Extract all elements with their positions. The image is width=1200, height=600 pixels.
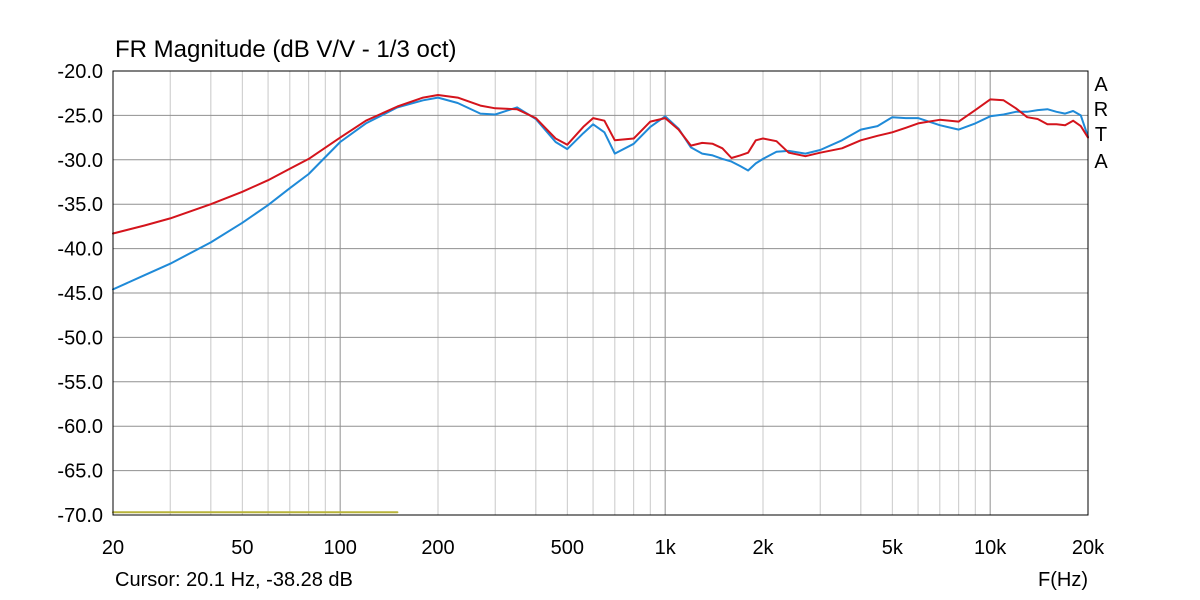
series-line-1 — [112, 94, 1089, 235]
brand-letter-1: A — [1094, 74, 1108, 96]
x-tick-labels: 20 50 100 200 500 1k 2k 5k 10k 20k — [102, 537, 1105, 559]
y-tick-label: -60.0 — [57, 416, 103, 438]
x-tick-label: 20k — [1072, 537, 1105, 559]
grid-lines — [113, 71, 1088, 515]
y-tick-label: -35.0 — [57, 194, 103, 216]
x-tick-label: 5k — [882, 537, 904, 559]
y-tick-label: -25.0 — [57, 105, 103, 127]
x-tick-label: 20 — [102, 537, 124, 559]
y-tick-label: -45.0 — [57, 283, 103, 305]
y-tick-label: -50.0 — [57, 327, 103, 349]
arta-brand-label: A R T A — [1094, 74, 1109, 173]
y-tick-label: -20.0 — [57, 61, 103, 83]
y-tick-labels: -20.0 -25.0 -30.0 -35.0 -40.0 -45.0 -50.0 -55.0… — [57, 61, 103, 527]
x-tick-label: 2k — [752, 537, 774, 559]
y-tick-label: -70.0 — [57, 505, 103, 527]
cursor-readout: Cursor: 20.1 Hz, -38.28 dB — [115, 569, 353, 591]
plot-frame — [112, 70, 1089, 516]
x-tick-label: 50 — [231, 537, 253, 559]
y-tick-label: -40.0 — [57, 239, 103, 261]
brand-letter-2: R — [1094, 99, 1108, 121]
x-tick-label: 200 — [421, 537, 454, 559]
y-tick-label: -55.0 — [57, 372, 103, 394]
chart-title: FR Magnitude (dB V/V - 1/3 oct) — [115, 36, 456, 63]
brand-letter-3: T — [1095, 124, 1107, 146]
brand-letter-4: A — [1094, 151, 1108, 173]
y-tick-label: -30.0 — [57, 150, 103, 172]
x-tick-label: 500 — [551, 537, 584, 559]
x-tick-label: 1k — [655, 537, 677, 559]
series-layer — [112, 94, 1089, 514]
x-axis-label: F(Hz) — [1038, 569, 1088, 591]
x-tick-label: 10k — [974, 537, 1007, 559]
series-line-2 — [112, 96, 1089, 291]
x-tick-label: 100 — [323, 537, 356, 559]
y-tick-label: -65.0 — [57, 461, 103, 483]
